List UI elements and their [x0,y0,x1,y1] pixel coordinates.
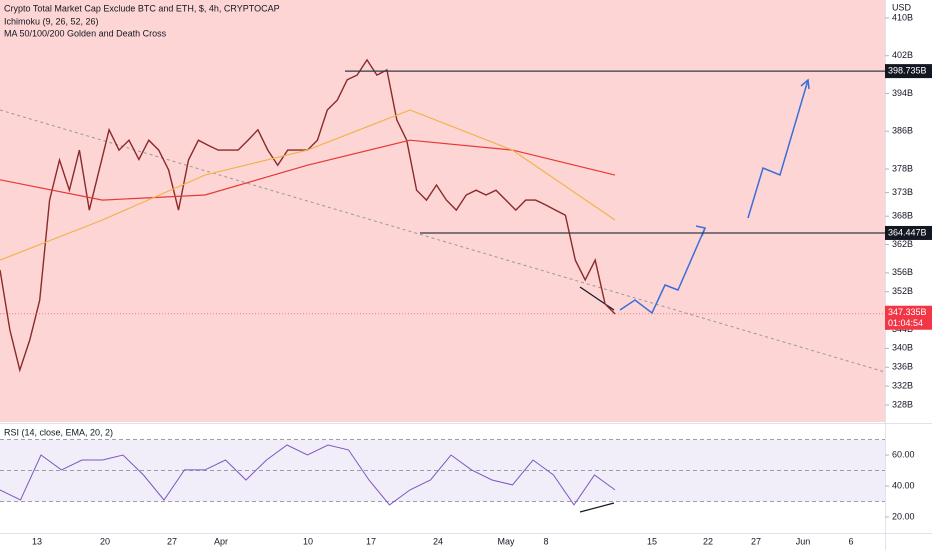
countdown: 01:04:54 [888,318,923,328]
y-tick-label: 368B [892,211,913,221]
price-label: 364.447B [888,227,927,237]
divergence-line [579,502,615,513]
y-tick-label: 352B [892,286,913,296]
y-tick-label: 336B [892,362,913,372]
x-tick-label: 17 [366,536,376,546]
price-line [0,109,616,261]
last-price-label: 347.335B [888,307,927,317]
y-tick-label: 394B [892,88,913,98]
y-tick-label: 410B [892,12,913,22]
y-tick-label: 402B [892,50,913,60]
price-label-box [885,225,932,240]
y-tick-label: 332B [892,381,913,391]
y-tick-label: 340B [892,343,913,353]
x-tick-label: May [497,536,515,546]
x-tick-label: 6 [848,536,853,546]
currency: USD [892,2,912,12]
rsi-tick-label: 40.00 [892,480,915,490]
x-tick-label: Apr [214,536,228,546]
x-tick-label: 27 [751,536,761,546]
price-label-box [885,64,932,79]
indicator-label: MA 50/100/200 Golden and Death Cross [4,28,167,38]
x-tick-label: 22 [703,536,713,546]
y-tick-label: 373B [892,187,913,197]
rsi-title: RSI (14, close, EMA, 20, 2) [4,427,113,437]
x-tick-label: 24 [433,536,443,546]
rsi-line [0,444,616,506]
price-label: 398.735B [888,65,927,75]
trendline [0,109,886,373]
y-tick-label: 362B [892,239,913,249]
x-tick-label: 15 [647,536,657,546]
projection [747,79,809,219]
x-tick-label: 10 [303,536,313,546]
divergence-line [579,286,615,311]
projection-arrow [800,78,810,90]
y-tick-label: 356B [892,267,913,277]
y-tick-label: 328B [892,399,913,409]
rsi-tick-label: 20.00 [892,511,915,521]
x-tick-label: 27 [167,536,177,546]
y-tick-label: 386B [892,126,913,136]
x-tick-label: Jun [796,536,811,546]
rsi-pane [0,425,885,533]
last-price-box [885,305,932,330]
x-tick-label: 8 [543,536,548,546]
main-pane [0,0,885,422]
x-tick-label: 13 [32,536,42,546]
chart-title: Crypto Total Market Cap Exclude BTC and … [4,3,280,13]
indicator-label: Ichimoku (9, 26, 52, 26) [4,16,99,26]
y-tick-label: 378B [892,163,913,173]
x-tick-label: 20 [100,536,110,546]
rsi-tick-label: 60.00 [892,449,915,459]
projection [619,227,706,315]
